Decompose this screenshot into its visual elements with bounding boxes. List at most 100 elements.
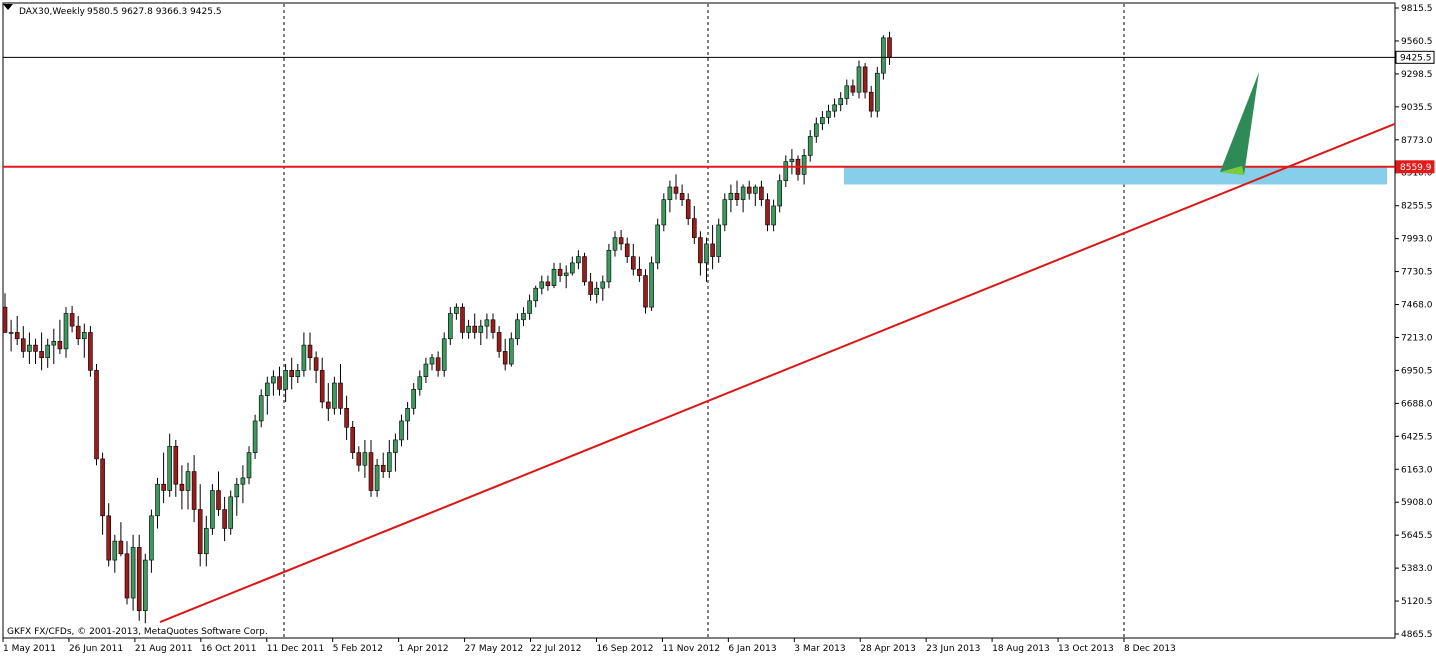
bull-candle-body <box>600 281 606 289</box>
bear-candle-body <box>313 357 319 371</box>
candle <box>722 193 728 232</box>
bear-candle-body <box>368 452 374 491</box>
y-tick-label: 8255.5 <box>1401 202 1433 212</box>
bull-candle-body <box>271 376 276 384</box>
candle <box>63 307 69 358</box>
bull-candle-body <box>569 262 575 274</box>
bear-candle-body <box>161 483 166 491</box>
trendline[interactable] <box>159 122 1396 623</box>
y-tick-label: 8773.0 <box>1401 136 1433 146</box>
candle <box>563 265 569 289</box>
y-tick-label: 7213.0 <box>1401 333 1433 343</box>
bull-candle-body <box>393 439 398 453</box>
candle <box>350 420 356 459</box>
candle <box>630 243 636 276</box>
candle <box>521 307 526 327</box>
bull-candle-body <box>777 180 783 207</box>
bull-candle-body <box>661 199 667 226</box>
candle <box>393 433 398 472</box>
candle <box>832 98 837 118</box>
bull-candle-body <box>8 332 14 334</box>
bull-candle-body <box>374 464 380 491</box>
bear-candle-body <box>69 313 75 327</box>
candle <box>124 541 130 605</box>
x-tick-label: 16 Sep 2012 <box>596 644 653 654</box>
bull-candle-body <box>167 445 172 491</box>
candle <box>118 522 124 557</box>
candle <box>252 414 258 459</box>
candle <box>667 180 673 213</box>
candle <box>691 205 697 244</box>
x-tick-label: 21 Aug 2011 <box>135 644 193 654</box>
x-tick-label: 6 Jan 2013 <box>728 644 776 654</box>
bull-candle-body <box>454 306 459 314</box>
bull-candle-body <box>838 98 844 106</box>
bear-candle-body <box>624 243 630 257</box>
bull-candle-body <box>722 199 728 226</box>
candle <box>130 534 136 611</box>
bull-candle-body <box>399 420 404 441</box>
candle <box>728 184 734 213</box>
candle <box>155 477 160 529</box>
y-tick-label: 7993.0 <box>1401 235 1433 245</box>
candle <box>643 269 648 314</box>
bear-candle-body <box>691 218 697 238</box>
candle <box>161 452 166 504</box>
candle <box>502 338 508 371</box>
bull-candle-body <box>447 313 453 340</box>
x-tick-label: 5 Feb 2012 <box>333 644 383 654</box>
bull-candle-body <box>667 186 673 200</box>
candle <box>216 471 221 516</box>
candle <box>746 180 752 200</box>
bull-candle-body <box>594 287 600 295</box>
candle <box>27 332 32 365</box>
candle <box>222 496 227 542</box>
candle <box>112 534 118 573</box>
bear-candle-body <box>277 376 282 390</box>
candle <box>466 319 471 339</box>
candle <box>319 357 325 409</box>
x-tick-label: 28 Apr 2013 <box>860 644 916 654</box>
bear-candle-body <box>216 490 221 510</box>
candle <box>600 275 606 301</box>
candle <box>429 353 435 371</box>
bull-candle-body <box>441 338 447 371</box>
collapse-arrow-icon[interactable] <box>3 4 13 10</box>
bull-candle-body <box>130 547 136 599</box>
bull-candle-body <box>844 85 850 99</box>
candle <box>277 366 282 396</box>
bull-candle-body <box>771 205 776 226</box>
bear-candle-body <box>435 357 441 371</box>
bear-candle-body <box>734 193 740 200</box>
bear-candle-body <box>685 199 691 219</box>
candle <box>2 293 8 333</box>
bear-candle-body <box>759 186 764 200</box>
x-tick-label: 18 Aug 2013 <box>992 644 1050 654</box>
bull-candle-body <box>789 158 795 163</box>
bull-candle-body <box>563 272 569 276</box>
bear-candle-body <box>57 340 63 350</box>
bear-candle-body <box>136 547 142 611</box>
bull-candle-body <box>752 186 758 194</box>
candle <box>447 307 453 346</box>
bear-candle-body <box>2 306 8 333</box>
bear-candle-body <box>173 445 179 485</box>
bear-candle-body <box>582 256 587 283</box>
bear-candle-body <box>679 193 685 200</box>
candle <box>435 351 441 377</box>
x-tick-label: 11 Nov 2012 <box>662 644 720 654</box>
candle <box>246 446 252 485</box>
candle <box>240 465 246 504</box>
candle <box>484 313 490 339</box>
candle <box>332 376 337 415</box>
bull-candle-body <box>801 155 807 175</box>
candle <box>228 490 233 535</box>
bear-candle-body <box>862 66 868 93</box>
bear-candle-body <box>460 306 465 333</box>
bear-candle-body <box>472 325 478 333</box>
candle <box>515 313 520 346</box>
bull-candle-body <box>423 363 429 378</box>
level-price-label: 8559.9 <box>1400 163 1432 173</box>
candle <box>179 465 185 510</box>
